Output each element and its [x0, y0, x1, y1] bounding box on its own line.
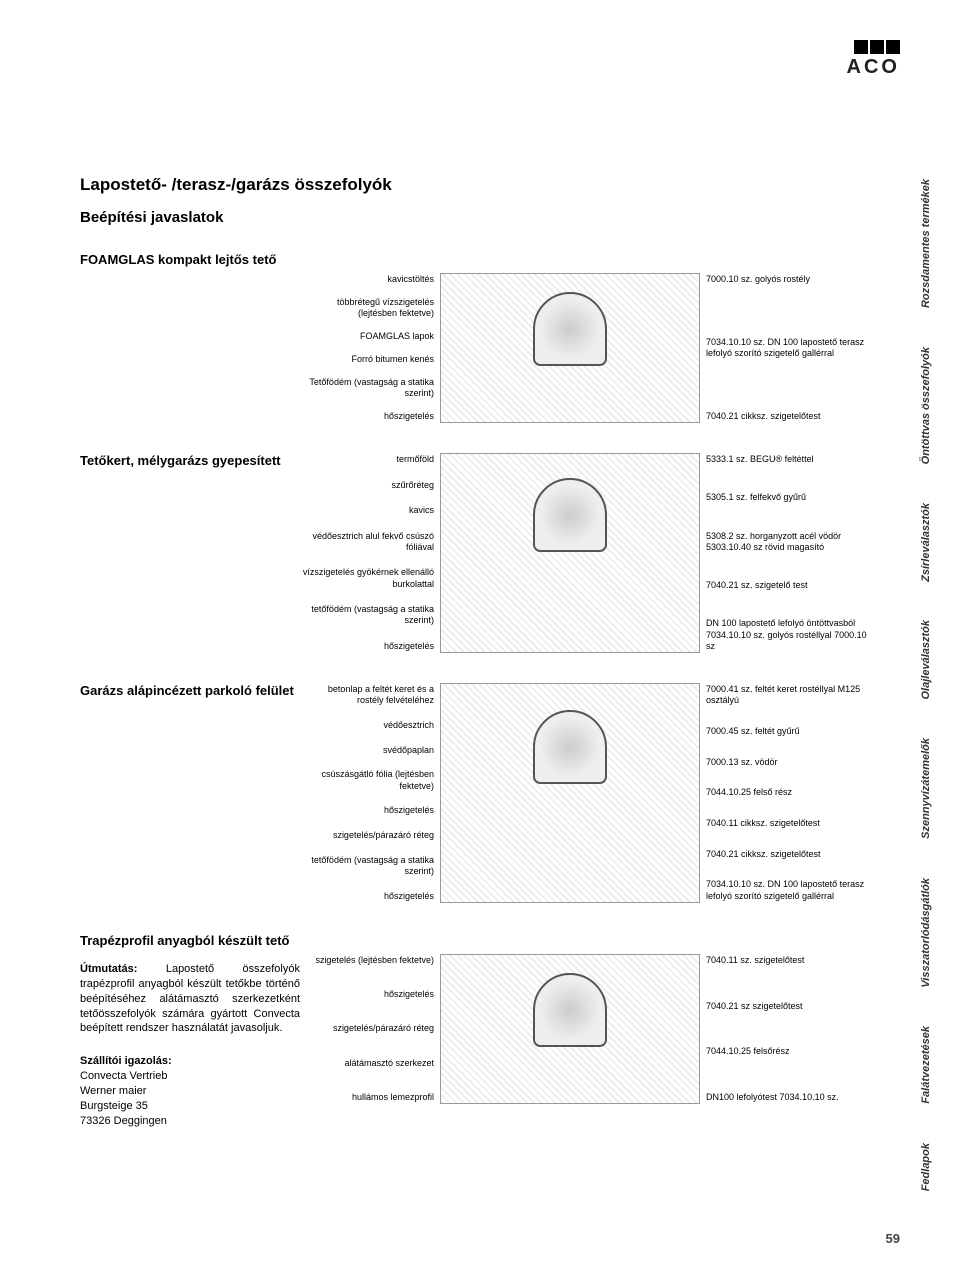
label: szigetelés/párazáró réteg: [300, 830, 434, 841]
label: svédőpaplan: [300, 745, 434, 756]
label: Tetőfödém (vastagság a statika szerint): [300, 377, 434, 400]
label: 7040.21 cikksz. szigetelőtest: [706, 411, 870, 422]
label: 5333.1 sz. BEGU® feltéttel: [706, 454, 870, 465]
logo-blocks: [854, 40, 900, 54]
right-labels-3: 7000.41 sz. feltét keret rostéllyal M125…: [700, 683, 870, 903]
label: tetőfödém (vastagság a statika szerint): [300, 855, 434, 878]
left-labels-3: betonlap a feltét keret és a rostély fel…: [300, 683, 440, 903]
brand-logo: ACO: [847, 40, 900, 79]
label: FOAMGLAS lapok: [300, 331, 434, 342]
label: Forró bitumen kenés: [300, 354, 434, 365]
label: kavics: [300, 505, 434, 516]
right-labels-4: 7040.11 sz. szigetelőtest 7040.21 sz szi…: [700, 954, 870, 1104]
label: 7040.21 cikksz. szigetelőtest: [706, 849, 870, 860]
diagram-row-3: Garázs alápincézett parkoló felület beto…: [80, 683, 870, 903]
label: 5308.2 sz. horganyzott acél vödör 5303.1…: [706, 531, 870, 554]
label: csúszásgátló fólia (lejtésben fektetve): [300, 769, 434, 792]
section-heading: Trapézprofil anyagból készült tető: [80, 933, 870, 948]
left-labels-2: termőföld szűrőréteg kavics védőesztrich…: [300, 453, 440, 653]
label: alátámasztó szerkezet: [300, 1058, 434, 1069]
technical-drawing: [440, 453, 700, 653]
side-tab: Visszatorlódásgátlók: [920, 874, 932, 992]
label: védőesztrich alul fekvő csúszó fóliával: [300, 531, 434, 554]
label: termőföld: [300, 454, 434, 465]
section-heading: Garázs alápincézett parkoló felület: [80, 683, 300, 698]
page-subtitle: Beépítési javaslatok: [80, 209, 870, 226]
page-content: Lapostető- /terasz-/garázs összefolyók B…: [80, 175, 870, 1158]
label: 7034.10.10 sz. DN 100 lapostető terasz l…: [706, 337, 870, 360]
label: védőesztrich: [300, 720, 434, 731]
label: 7040.21 sz szigetelőtest: [706, 1001, 870, 1012]
label: szűrőréteg: [300, 480, 434, 491]
label: 5305.1 sz. felfekvő gyűrű: [706, 492, 870, 503]
technical-drawing: [440, 273, 700, 423]
technical-drawing: [440, 954, 700, 1104]
label: DN 100 lapostető lefolyó öntöttvasból 70…: [706, 618, 870, 652]
logo-text: ACO: [847, 56, 900, 79]
label: 7000.10 sz. golyós rostély: [706, 274, 870, 285]
label: vízszigetelés gyökérnek ellenálló burkol…: [300, 567, 434, 590]
diagram-row-4: Útmutatás: Lapostető összefolyók trapézp…: [80, 954, 870, 1128]
label: 7044.10.25 felsőrész: [706, 1046, 870, 1057]
label: 7040.11 cikksz. szigetelőtest: [706, 818, 870, 829]
left-labels-4: szigetelés (lejtésben fektetve) hősziget…: [300, 954, 440, 1104]
left-labels-1: kavicstöltés többrétegű vízszigetelés (l…: [300, 273, 440, 423]
right-labels-2: 5333.1 sz. BEGU® feltéttel 5305.1 sz. fe…: [700, 453, 870, 653]
label: hőszigetelés: [300, 641, 434, 652]
page-number: 59: [886, 1231, 900, 1246]
side-tab: Falátvezetések: [920, 1022, 932, 1108]
page-title: Lapostető- /terasz-/garázs összefolyók: [80, 175, 870, 195]
label: DN100 lefolyótest 7034.10.10 sz.: [706, 1092, 870, 1103]
side-tabs: Rozsdamentes termékek Öntöttvas összefol…: [920, 175, 932, 1195]
label: 7034.10.10 sz. DN 100 lapostető terasz l…: [706, 879, 870, 902]
label: szigetelés (lejtésben fektetve): [300, 955, 434, 966]
side-tab: Olajleválasztók: [920, 616, 932, 704]
label: hőszigetelés: [300, 891, 434, 902]
right-labels-1: 7000.10 sz. golyós rostély 7034.10.10 sz…: [700, 273, 870, 423]
label: 7000.45 sz. feltét gyűrű: [706, 726, 870, 737]
supplier-line: Werner maier: [80, 1084, 300, 1099]
side-tab: Zsírleválasztók: [920, 499, 932, 586]
label: kavicstöltés: [300, 274, 434, 285]
section-heading: Tetőkert, mélygarázs gyepesített: [80, 453, 300, 468]
side-tab: Fedlapok: [920, 1139, 932, 1195]
label: hullámos lemezprofil: [300, 1092, 434, 1103]
label: 7000.13 sz. vödör: [706, 757, 870, 768]
label: 7000.41 sz. feltét keret rostéllyal M125…: [706, 684, 870, 707]
guidance-paragraph: Útmutatás: Lapostető összefolyók trapézp…: [80, 962, 300, 1036]
label: szigetelés/párazáró réteg: [300, 1023, 434, 1034]
label: betonlap a feltét keret és a rostély fel…: [300, 684, 434, 707]
side-tab: Öntöttvas összefolyók: [920, 343, 932, 468]
section-heading: FOAMGLAS kompakt lejtős tető: [80, 252, 870, 267]
label: tetőfödém (vastagság a statika szerint): [300, 604, 434, 627]
label: többrétegű vízszigetelés (lejtésben fekt…: [300, 297, 434, 320]
supplier-line: Convecta Vertrieb: [80, 1069, 300, 1084]
guidance-lead: Útmutatás:: [80, 963, 137, 975]
diagram-row-1: kavicstöltés többrétegű vízszigetelés (l…: [80, 273, 870, 423]
supplier-lead: Szállítói igazolás:: [80, 1054, 300, 1069]
supplier-line: 73326 Deggingen: [80, 1114, 300, 1129]
diagram-row-2: Tetőkert, mélygarázs gyepesített termőfö…: [80, 453, 870, 653]
label: 7040.21 sz. szigetelő test: [706, 580, 870, 591]
label: hőszigetelés: [300, 989, 434, 1000]
supplier-block: Szállítói igazolás: Convecta Vertrieb We…: [80, 1054, 300, 1128]
label: hőszigetelés: [300, 805, 434, 816]
side-tab: Rozsdamentes termékek: [920, 175, 932, 312]
label: hőszigetelés: [300, 411, 434, 422]
label: 7040.11 sz. szigetelőtest: [706, 955, 870, 966]
label: 7044.10.25 felső rész: [706, 787, 870, 798]
technical-drawing: [440, 683, 700, 903]
side-tab: Szennyvízátemelők: [920, 734, 932, 843]
supplier-line: Burgsteige 35: [80, 1099, 300, 1114]
